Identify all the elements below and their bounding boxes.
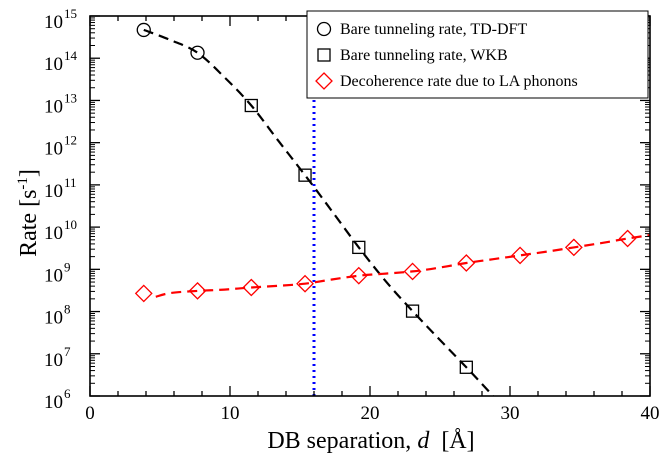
decoherence-fit-curve [155,234,650,298]
x-axis-title-unit: [Å] [429,428,474,454]
legend-items: Bare tunneling rate, TD-DFT Bare tunnelin… [315,21,578,90]
data-point-diamond-9 [564,238,583,257]
data-point-diamond-4 [296,274,314,293]
y-axis-title: Rate [s-1] [15,169,42,257]
y-tick-label-exponent: 14 [64,48,78,63]
y-tick-label-exponent: 15 [64,6,77,21]
y-axis-title-superscript: -1 [15,177,31,190]
x-axis-title-variable: d [417,428,430,454]
y-tick-label-exponent: 11 [64,175,77,190]
data-point-square-3 [352,240,366,255]
data-point-diamond-7 [457,254,476,272]
y-tick-label-exponent: 10 [64,217,77,232]
y-axis-title-close: ] [16,169,42,177]
legend-label: Bare tunneling rate, TD-DFT [340,21,527,38]
x-axis-title: DB separation, d [Å] [267,428,474,454]
y-tick-label-base: 10 [44,181,63,202]
data-point-diamond-8 [511,246,529,265]
data-point-diamond-1 [134,284,153,303]
y-tick-label-base: 10 [44,223,63,244]
data-point-circle-1 [136,22,151,38]
data-point-square-4 [405,304,420,318]
legend-square-icon [317,48,331,62]
data-point-square-5 [459,360,473,374]
y-tick-label-base: 10 [44,54,63,75]
data-point-square-2 [298,168,312,182]
legend-diamond-icon [315,72,333,90]
y-tick-label-base: 10 [44,96,63,117]
y-tick-label-base: 10 [44,392,63,413]
data-point-diamond-5 [349,266,368,285]
fit-curve-layer [143,28,650,396]
y-tick-label-base: 10 [44,265,63,286]
data-marker-layer [134,22,637,374]
data-point-circle-2 [190,45,205,60]
y-tick-label-exponent: 8 [64,302,71,317]
data-point-diamond-2 [188,281,207,300]
data-point-diamond-3 [242,278,261,297]
data-point-square-1 [244,98,258,113]
y-tick-label-base: 10 [44,12,63,33]
y-tick-label-exponent: 9 [64,259,71,274]
legend-label: Bare tunneling rate, WKB [340,47,508,64]
legend: Bare tunneling rate, TD-DFT Bare tunnelin… [306,10,649,99]
y-tick-label-base: 10 [44,139,63,160]
tunneling-fit-curve [143,28,495,396]
x-tick-label: 30 [501,403,520,424]
y-tick-label-exponent: 6 [64,386,71,401]
x-tick-label: 10 [221,403,240,424]
data-point-diamond-6 [403,262,422,281]
legend-circle-icon [316,21,332,37]
y-tick-label-exponent: 7 [64,344,71,359]
y-tick-label-base: 10 [44,350,63,371]
y-tick-label-base: 10 [44,308,63,329]
legend-label: Decoherence rate due to LA phonons [340,73,578,90]
x-axis-title-prefix: DB separation, [267,428,417,454]
data-point-diamond-10 [618,229,637,248]
x-tick-label: 40 [641,403,660,424]
y-axis-title-base: Rate [s [16,190,42,257]
y-tick-label-exponent: 12 [64,133,77,148]
y-tick-label-exponent: 13 [64,90,77,105]
x-tick-label: 0 [85,403,95,424]
x-tick-label: 20 [361,403,380,424]
legend-box [306,10,649,99]
